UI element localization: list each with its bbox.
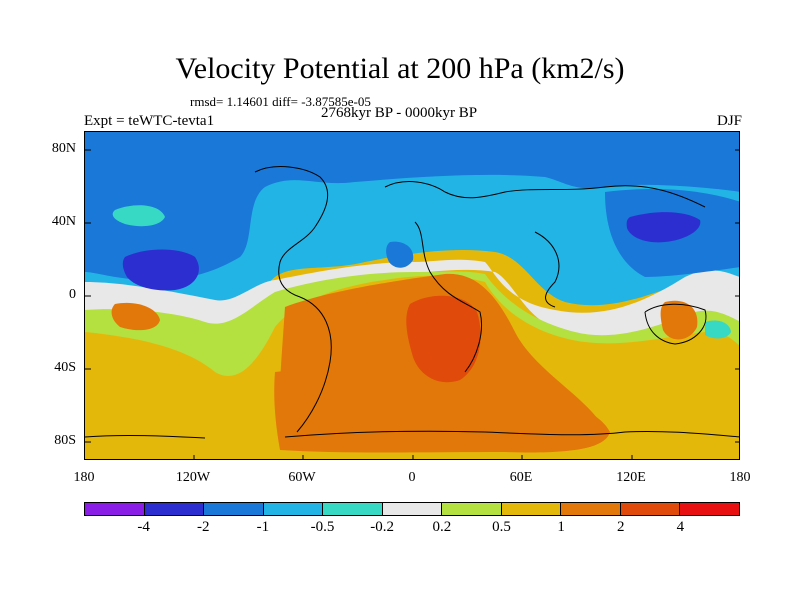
colorbar-level-label: 2 [616, 519, 625, 535]
y-label-80n: 80N [51, 141, 76, 156]
colorbar-swatch [561, 503, 621, 515]
colorbar-level-label: -1 [256, 519, 270, 535]
negative-region [85, 132, 739, 281]
strong-positive-pacific [111, 302, 160, 331]
period-text: 2768kyr BP - 0000kyr BP [321, 105, 478, 121]
axis-ticks [85, 149, 739, 459]
x-label-120e: 120E [616, 470, 646, 485]
colorbar-swatch [382, 503, 443, 515]
cool-northeast [705, 320, 731, 339]
colorbar-level-label: 0.5 [492, 519, 511, 535]
x-label-0: 0 [408, 470, 416, 485]
y-label-40s: 40S [54, 360, 76, 375]
x-label-60e: 60E [509, 470, 533, 485]
strong-positive-south [274, 370, 610, 453]
colorbar-swatch [620, 503, 681, 515]
y-label-40n: 40N [51, 214, 76, 229]
colorbar-swatch [442, 503, 502, 515]
colorbar-swatch [680, 503, 740, 515]
colorbar-level-label: -0.2 [370, 519, 395, 535]
negative-atlantic [386, 241, 414, 268]
x-label-60w: 60W [288, 470, 316, 485]
colorbar-level-label: 1 [557, 519, 565, 535]
y-label-0: 0 [69, 287, 76, 302]
map-title: Velocity Potential at 200 hPa (km2/s) [175, 52, 625, 85]
colorbar-swatch [85, 503, 145, 515]
x-label-180e: 180 [729, 470, 751, 485]
experiment-label: Expt = teWTC-tevta1 [84, 113, 215, 129]
x-label-120w: 120W [175, 470, 211, 485]
x-label-180w: 180 [73, 470, 95, 485]
cool-northwest [112, 205, 165, 227]
colorbar-swatch [263, 503, 324, 515]
colorbar-level-label: 4 [676, 519, 685, 535]
max-positive-region [406, 295, 481, 383]
coastlines [85, 166, 739, 439]
colorbar-swatch [501, 503, 562, 515]
colorbar-level-label: -2 [197, 519, 210, 535]
colorbar [84, 502, 740, 516]
y-label-80s: 80S [54, 433, 76, 448]
strong-positive-australia [660, 300, 698, 340]
map-panel [84, 131, 740, 460]
colorbar-swatch [323, 503, 383, 515]
strong-negative-asia [626, 212, 701, 243]
contour-map [85, 132, 739, 459]
colorbar-level-label: -0.5 [310, 519, 335, 535]
colorbar-swatch [204, 503, 264, 515]
colorbar-level-label: 0.2 [432, 519, 452, 535]
stats-text: rmsd= 1.14601 diff= -3.87585e-05 [190, 94, 371, 109]
colorbar-swatch [144, 503, 205, 515]
strong-negative-pacific [122, 249, 199, 291]
colorbar-level-label: -4 [137, 519, 150, 535]
season-label: DJF [716, 113, 742, 129]
